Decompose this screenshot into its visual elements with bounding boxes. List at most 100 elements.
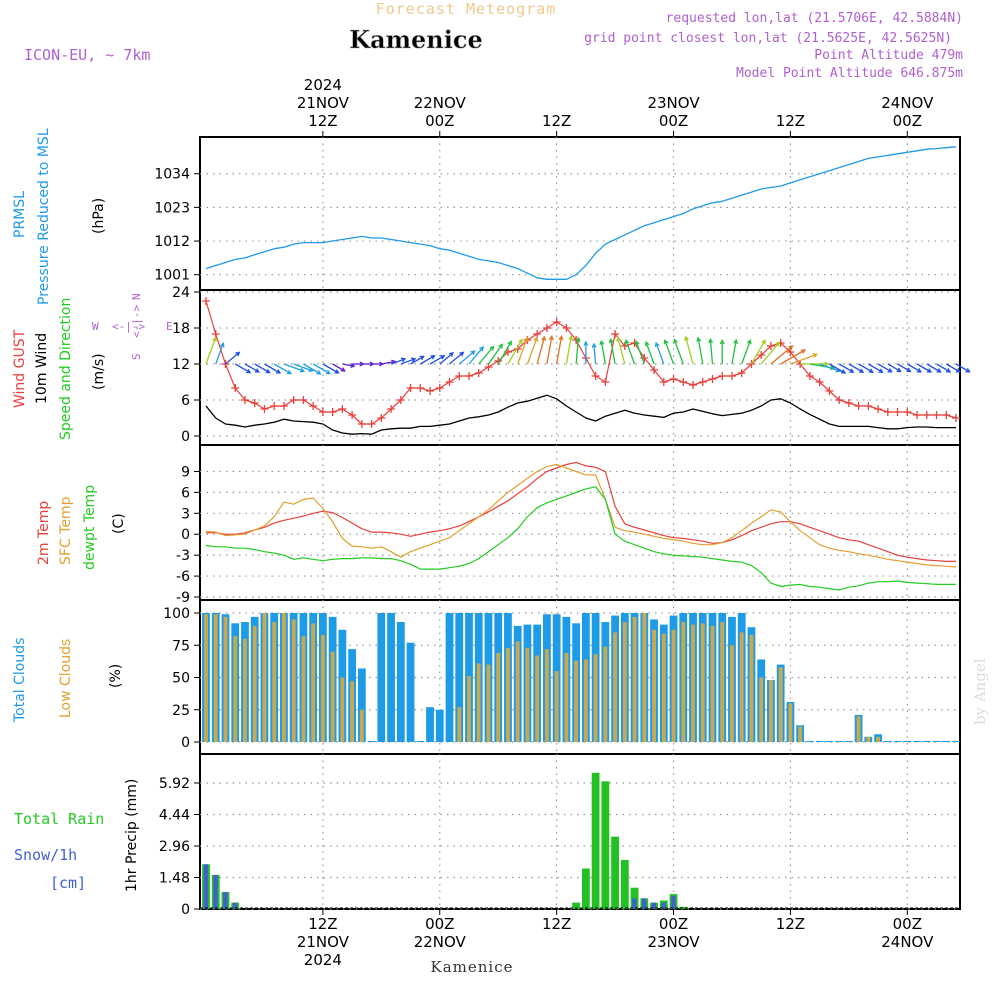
- cloud-label-low: Low Clouds: [58, 639, 74, 718]
- y-tick-label: 100: [163, 606, 190, 622]
- wind-arrowhead: [325, 369, 331, 375]
- gust-marker: [338, 405, 347, 413]
- wind-arrowhead: [479, 346, 484, 352]
- wind-arrow: [410, 355, 425, 365]
- gust-marker: [815, 378, 824, 386]
- wind-arrow: [790, 353, 817, 365]
- low-cloud-bar: [700, 623, 705, 742]
- wind-arrowhead: [896, 367, 902, 373]
- precip-label-snow: Snow/1h: [14, 846, 77, 864]
- wind-arrowhead: [887, 368, 893, 373]
- wind-arrowhead: [616, 336, 622, 342]
- model-label: ICON-EU, ~ 7km: [24, 46, 150, 64]
- cloud-labels: Total Clouds Low Clouds (%): [12, 638, 124, 723]
- low-cloud-bar: [603, 646, 608, 742]
- wind-arrowhead: [489, 345, 495, 351]
- total-cloud-bar: [835, 741, 844, 742]
- wind-arrow: [400, 358, 416, 365]
- gust-marker: [591, 372, 600, 380]
- gust-marker: [679, 378, 688, 386]
- low-cloud-bar: [778, 667, 783, 742]
- rain-bar: [601, 781, 610, 909]
- requested-coords: requested lon,lat (21.5706E, 42.5884N): [666, 11, 963, 26]
- wind-arrow: [575, 338, 580, 365]
- wind-arrowhead: [849, 368, 855, 373]
- wind-arrowhead: [448, 352, 454, 357]
- gust-marker: [835, 396, 844, 404]
- total-cloud-bar: [455, 613, 464, 742]
- wind-arrow: [741, 340, 751, 365]
- compass-e: E: [166, 320, 173, 333]
- y-tick-label: 1012: [154, 234, 190, 250]
- wind-arrowhead: [541, 335, 547, 341]
- wind-arrow: [458, 350, 475, 365]
- wind-arrowhead: [583, 340, 589, 346]
- wind-arrow: [225, 351, 240, 365]
- wind-arrowhead: [719, 339, 725, 345]
- precip-label-cm: [cm]: [50, 874, 86, 892]
- low-cloud-bar: [320, 634, 325, 742]
- wind-arrowhead: [859, 368, 865, 373]
- y-tick-label: 0: [181, 527, 190, 543]
- y-tick-label: 1034: [154, 167, 190, 183]
- low-cloud-bar: [583, 659, 588, 742]
- sfc-temp-line: [205, 463, 957, 568]
- wind-arrow: [906, 363, 922, 373]
- gust-marker: [942, 411, 951, 419]
- low-cloud-bar: [876, 736, 881, 742]
- wind-arrowhead: [663, 339, 669, 345]
- low-cloud-bar: [564, 652, 569, 742]
- wind-arrowhead: [558, 335, 564, 341]
- gust-marker: [474, 369, 483, 377]
- y-tick-label: -3: [176, 548, 190, 564]
- gust-marker: [348, 411, 357, 419]
- wind-arrowhead: [673, 338, 678, 344]
- wind-arrowhead: [878, 368, 884, 373]
- wind-arrow: [955, 363, 970, 373]
- wind-arrowhead: [684, 335, 689, 341]
- low-cloud-bar: [272, 622, 277, 742]
- wind-arrow: [546, 336, 553, 365]
- low-cloud-bar: [574, 660, 579, 742]
- gust-marker: [318, 408, 327, 416]
- total-cloud-bar: [396, 622, 405, 742]
- gust-marker: [650, 366, 659, 374]
- low-cloud-bar: [739, 632, 744, 742]
- wind-arrow: [685, 336, 694, 365]
- wind-arrow: [750, 340, 766, 365]
- wind-arrowhead: [761, 339, 766, 345]
- total-cloud-bar: [377, 613, 386, 742]
- gust-marker: [757, 351, 766, 359]
- wind-labels: Wind GUST 10m Wind Speed and Direction (…: [12, 293, 173, 440]
- snow-bar: [232, 902, 238, 909]
- gust-marker: [659, 378, 668, 386]
- total-cloud-bar: [844, 741, 853, 742]
- y-tick-label: 5.92: [159, 776, 190, 792]
- low-cloud-bar: [467, 676, 471, 742]
- product-title: Forecast Meteogram: [376, 0, 557, 18]
- total-cloud-bar: [922, 741, 931, 742]
- wind-arrow: [439, 352, 454, 365]
- wind-arrow: [897, 363, 911, 372]
- dewpoint-line: [205, 486, 956, 591]
- gust-marker: [727, 372, 736, 380]
- wind-arrow: [877, 363, 892, 373]
- wind-arrow: [760, 342, 780, 365]
- wind-speed-line: [205, 394, 956, 435]
- total-cloud-bar: [913, 741, 921, 742]
- wind-arrow: [780, 349, 806, 365]
- panel-frame: [199, 444, 961, 601]
- wind-arrow: [610, 339, 616, 365]
- total-cloud-bar: [426, 707, 434, 742]
- pressure-label-2: Pressure Reduced to MSL: [36, 128, 52, 305]
- wind-arrowhead: [498, 343, 503, 349]
- time-label-top: 12Z: [542, 112, 571, 130]
- wind-arrowhead: [775, 341, 781, 347]
- low-cloud-bar: [457, 707, 462, 742]
- y-tick-label: 4.44: [159, 807, 190, 823]
- time-label-top: 00Z: [893, 112, 922, 130]
- wind-arrowhead: [624, 339, 630, 345]
- wind-arrow: [507, 339, 523, 365]
- gust-marker: [455, 372, 464, 380]
- y-tick-label: 24: [172, 285, 190, 301]
